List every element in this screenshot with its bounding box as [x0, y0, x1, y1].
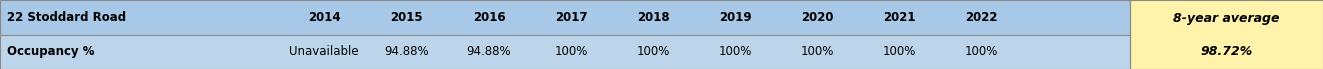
Text: 100%: 100% — [718, 45, 751, 58]
Text: 100%: 100% — [636, 45, 669, 58]
Text: 2022: 2022 — [966, 11, 998, 24]
Bar — [0, 0, 1130, 34]
Text: 2020: 2020 — [800, 11, 833, 24]
Bar — [1130, 0, 1323, 69]
Text: Occupancy %: Occupancy % — [7, 45, 94, 58]
Bar — [1130, 0, 1323, 69]
Bar — [0, 34, 1130, 69]
Text: 8-year average: 8-year average — [1174, 12, 1279, 25]
Text: 100%: 100% — [882, 45, 916, 58]
Text: 2014: 2014 — [308, 11, 340, 24]
Text: 2017: 2017 — [554, 11, 587, 24]
Text: 2021: 2021 — [882, 11, 916, 24]
Text: Unavailable: Unavailable — [290, 45, 359, 58]
Text: 98.72%: 98.72% — [1200, 45, 1253, 58]
Text: 94.88%: 94.88% — [384, 45, 429, 58]
Text: 100%: 100% — [964, 45, 998, 58]
Text: 2019: 2019 — [718, 11, 751, 24]
Text: 100%: 100% — [554, 45, 587, 58]
Bar — [0, 0, 1130, 69]
Text: 22 Stoddard Road: 22 Stoddard Road — [7, 11, 126, 24]
Text: 2015: 2015 — [390, 11, 423, 24]
Text: 94.88%: 94.88% — [467, 45, 511, 58]
Text: 2016: 2016 — [472, 11, 505, 24]
Text: 100%: 100% — [800, 45, 833, 58]
Text: 2018: 2018 — [636, 11, 669, 24]
